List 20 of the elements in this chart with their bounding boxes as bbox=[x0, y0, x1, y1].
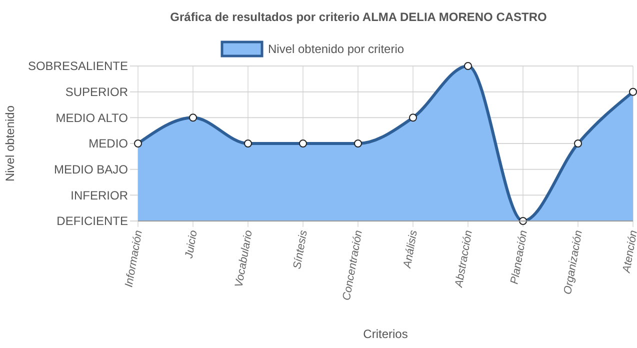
x-tick-label: Síntesis bbox=[291, 228, 310, 270]
legend-label: Nivel obtenido por criterio bbox=[268, 42, 404, 56]
x-tick-label: Vocabulario bbox=[233, 229, 255, 288]
text: DEFICIENTE bbox=[56, 214, 128, 228]
text: MEDIO bbox=[88, 136, 128, 151]
text: INFERIOR bbox=[70, 188, 128, 202]
text: SUPERIOR bbox=[65, 85, 128, 100]
x-tick-label: Planeación bbox=[508, 229, 530, 286]
x-tick-label: Atención bbox=[620, 229, 637, 275]
text: Nivel obtenido bbox=[3, 105, 17, 182]
x-tick-label: Abstracción bbox=[452, 229, 475, 290]
text: SOBRESALIENTE bbox=[28, 59, 128, 74]
x-tick-label: Análisis bbox=[401, 228, 420, 270]
text: MEDIO ALTO bbox=[56, 110, 128, 125]
x-tick-label: Juicio bbox=[183, 229, 200, 260]
x-tick-label: Información bbox=[123, 229, 145, 288]
x-axis-title: Criterios bbox=[363, 327, 408, 341]
chart-title: Gráfica de resultados por criterio ALMA DELIA MORENO CASTRO bbox=[170, 10, 547, 24]
text: MEDIO BAJO bbox=[54, 162, 128, 177]
x-tick-label: Organización bbox=[562, 229, 585, 296]
